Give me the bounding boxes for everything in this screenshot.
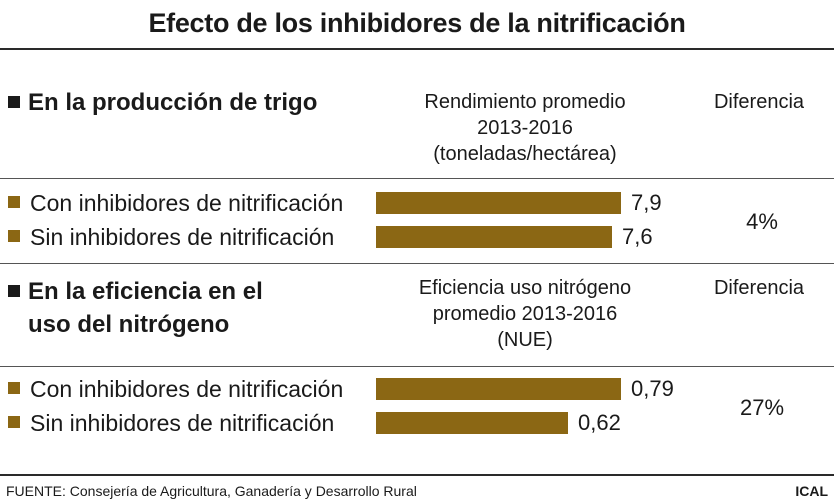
value-header-line: (toneladas/hectárea)	[433, 143, 617, 165]
source-note: FUENTE: Consejería de Agricultura, Ganad…	[6, 483, 417, 499]
value-label-without-inhibitors: 7,6	[622, 224, 653, 249]
row-bullet-icon	[8, 196, 20, 208]
bar-with-inhibitors	[376, 192, 621, 214]
value-header-production: Rendimiento promedio 2013-2016 (tonelada…	[395, 89, 655, 167]
chart-title: Efecto de los inhibidores de la nitrific…	[148, 8, 686, 38]
row-label-with-inhibitors: Con inhibidores de nitrificación	[8, 188, 343, 218]
value-header-efficiency: Eficiencia uso nitrógeno promedio 2013-2…	[395, 275, 655, 353]
section-title-line: uso del nitrógeno	[28, 311, 230, 338]
value-label-without-inhibitors: 0,62	[578, 410, 621, 435]
section-divider	[0, 263, 834, 264]
header-divider-efficiency	[0, 366, 834, 367]
section-title-production: En la producción de trigo	[8, 86, 317, 119]
section-bullet-icon	[8, 96, 20, 108]
value-header-line: (NUE)	[497, 329, 553, 351]
value-header-line: Eficiencia uso nitrógeno	[418, 277, 632, 299]
difference-value-efficiency: 27%	[739, 395, 785, 420]
title-divider	[0, 48, 834, 50]
difference-value-production: 4%	[746, 209, 778, 234]
bar-without-inhibitors	[376, 412, 568, 434]
diff-header-production: Diferencia	[713, 91, 805, 113]
diff-header-efficiency: Diferencia	[713, 277, 805, 299]
value-label-with-inhibitors: 0,79	[631, 376, 674, 401]
row-label-without-inhibitors: Sin inhibidores de nitrificación	[8, 408, 334, 438]
value-label-with-inhibitors: 7,9	[631, 190, 662, 215]
bar-with-inhibitors	[376, 378, 621, 400]
section-bullet-icon	[8, 285, 20, 297]
value-header-line: promedio 2013-2016	[432, 303, 618, 325]
row-label-without-inhibitors: Sin inhibidores de nitrificación	[8, 222, 334, 252]
bar-without-inhibitors	[376, 226, 612, 248]
section-title-efficiency: En la eficiencia en el uso del nitrógeno	[8, 275, 263, 341]
value-header-line: 2013-2016	[477, 117, 573, 139]
row-bullet-icon	[8, 416, 20, 428]
header-divider-production	[0, 178, 834, 179]
brand-label: ICAL	[795, 483, 828, 499]
row-label-with-inhibitors: Con inhibidores de nitrificación	[8, 374, 343, 404]
row-bullet-icon	[8, 230, 20, 242]
value-header-line: Rendimiento promedio	[424, 91, 626, 113]
footer-divider	[0, 474, 834, 476]
row-bullet-icon	[8, 382, 20, 394]
